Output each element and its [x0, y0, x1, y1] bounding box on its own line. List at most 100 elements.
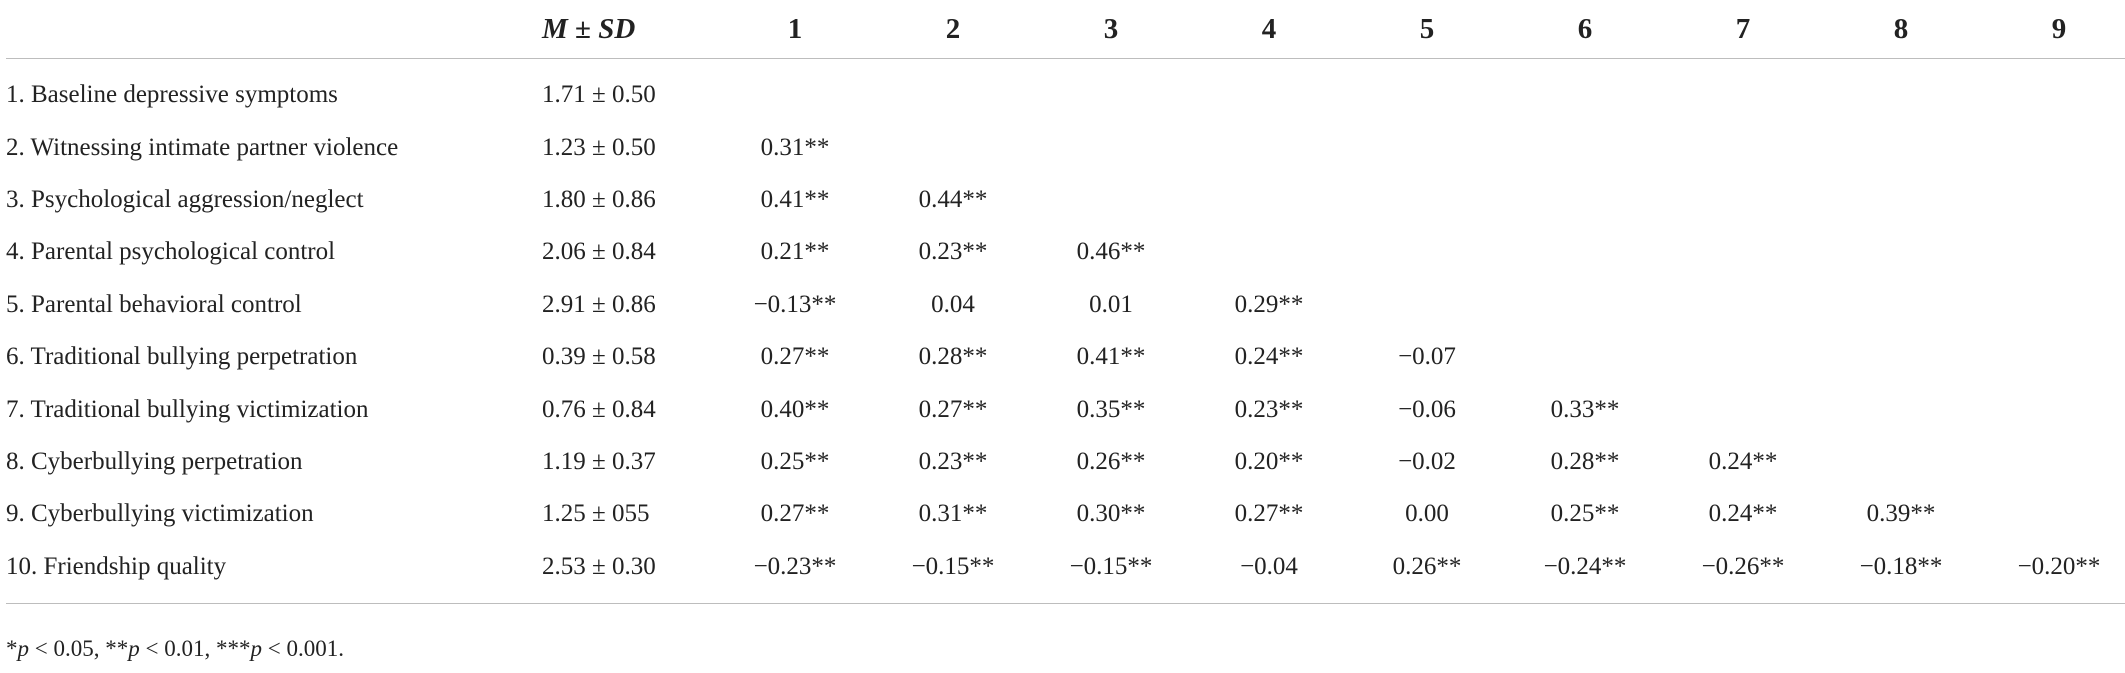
- header-variable: [6, 0, 542, 59]
- correlation-cell: −0.20**: [2017, 552, 2101, 580]
- correlation-cell: −0.18**: [1859, 552, 1943, 580]
- row-variable-label: 10. Friendship quality: [6, 552, 227, 580]
- correlation-cell: [1348, 69, 1506, 121]
- correlation-cell: [1664, 226, 1822, 278]
- header-col-3: 3: [1103, 12, 1119, 45]
- header-col-2: 2: [945, 12, 961, 45]
- correlation-cell: [1980, 383, 2125, 435]
- correlation-cell: 0.46**: [1076, 238, 1146, 266]
- correlation-cell: −0.15**: [1069, 552, 1153, 580]
- correlation-cell: [1506, 279, 1664, 331]
- correlation-cell: [1190, 121, 1348, 173]
- header-col-7: 7: [1735, 12, 1751, 45]
- correlation-cell: 0.44**: [918, 185, 988, 213]
- correlation-cell: [1822, 121, 1980, 173]
- correlation-cell: [1032, 174, 1190, 226]
- row-mean-sd: 2.06 ± 0.84: [542, 238, 656, 266]
- correlation-cell: [1190, 174, 1348, 226]
- correlation-cell: 0.39**: [1866, 500, 1936, 528]
- correlation-table: M ± SD 1 2 3 4 5 6 7 8 9 1. Baseline dep…: [6, 0, 2125, 604]
- correlation-cell: [1348, 174, 1506, 226]
- correlation-cell: 0.24**: [1234, 343, 1304, 371]
- correlation-cell: [1822, 383, 1980, 435]
- correlation-cell: [1032, 69, 1190, 121]
- correlation-cell: −0.23**: [753, 552, 837, 580]
- row-variable-label: 7. Traditional bullying victimization: [6, 395, 369, 423]
- header-col-1: 1: [787, 12, 803, 45]
- correlation-cell: [1822, 436, 1980, 488]
- correlation-cell: 0.33**: [1550, 395, 1620, 423]
- correlation-cell: [874, 121, 1032, 173]
- correlation-cell: 0.24**: [1708, 500, 1778, 528]
- table-row: 4. Parental psychological control 2.06 ± …: [6, 226, 2125, 278]
- correlation-cell: −0.15**: [911, 552, 995, 580]
- correlation-cell: 0.20**: [1234, 447, 1304, 475]
- correlation-cell: [1664, 174, 1822, 226]
- correlation-cell: 0.21**: [760, 238, 830, 266]
- correlation-cell: [1980, 488, 2125, 540]
- row-variable-label: 5. Parental behavioral control: [6, 290, 302, 318]
- correlation-cell: −0.02: [1398, 447, 1456, 475]
- table-row: 2. Witnessing intimate partner violence 1…: [6, 121, 2125, 173]
- correlation-cell: 0.29**: [1234, 290, 1304, 318]
- row-variable-label: 2. Witnessing intimate partner violence: [6, 133, 399, 161]
- row-variable-label: 6. Traditional bullying perpetration: [6, 343, 358, 371]
- table-row: 7. Traditional bullying victimization 0.7…: [6, 383, 2125, 435]
- correlation-cell: [1664, 331, 1822, 383]
- correlation-cell: 0.31**: [918, 500, 988, 528]
- correlation-cell: −0.04: [1240, 552, 1298, 580]
- correlation-cell: [1348, 279, 1506, 331]
- row-variable-label: 9. Cyberbullying victimization: [6, 500, 314, 528]
- correlation-cell: 0.41**: [1076, 343, 1146, 371]
- correlation-cell: −0.06: [1398, 395, 1456, 423]
- header-mean-m: M: [542, 12, 568, 45]
- table-row: 1. Baseline depressive symptoms 1.71 ± 0.…: [6, 69, 2125, 121]
- row-mean-sd: 1.25 ± 055: [542, 500, 650, 528]
- table-body: 1. Baseline depressive symptoms 1.71 ± 0.…: [6, 59, 2125, 604]
- row-mean-sd: 1.19 ± 0.37: [542, 447, 656, 475]
- table-header-row: M ± SD 1 2 3 4 5 6 7 8 9: [6, 0, 2125, 59]
- row-mean-sd: 1.80 ± 0.86: [542, 185, 656, 213]
- correlation-cell: 0.27**: [760, 343, 830, 371]
- row-mean-sd: 2.91 ± 0.86: [542, 290, 656, 318]
- table-row: 9. Cyberbullying victimization 1.25 ± 055…: [6, 488, 2125, 540]
- row-variable-label: 4. Parental psychological control: [6, 238, 336, 266]
- correlation-cell: 0.28**: [1550, 447, 1620, 475]
- correlation-cell: 0.30**: [1076, 500, 1146, 528]
- correlation-cell: [1980, 174, 2125, 226]
- correlation-cell: 0.31**: [760, 133, 830, 161]
- correlation-cell: −0.13**: [753, 290, 837, 318]
- correlation-cell: [1980, 331, 2125, 383]
- correlation-cell: [1664, 121, 1822, 173]
- correlation-cell: 0.35**: [1076, 395, 1146, 423]
- row-mean-sd: 0.39 ± 0.58: [542, 343, 656, 371]
- correlation-cell: 0.23**: [1234, 395, 1304, 423]
- header-col-9: 9: [2051, 12, 2067, 45]
- correlation-cell: [1980, 279, 2125, 331]
- correlation-cell: 0.27**: [918, 395, 988, 423]
- correlation-cell: 0.04: [931, 290, 975, 318]
- row-variable-label: 8. Cyberbullying perpetration: [6, 447, 303, 475]
- table-row: 10. Friendship quality 2.53 ± 0.30 −0.23**…: [6, 541, 2125, 593]
- correlation-cell: [1506, 226, 1664, 278]
- correlation-cell: [1980, 436, 2125, 488]
- correlation-cell: [874, 69, 1032, 121]
- correlation-cell: 0.00: [1405, 500, 1449, 528]
- correlation-cell: [1822, 331, 1980, 383]
- correlation-cell: [1190, 226, 1348, 278]
- correlation-cell: 0.26**: [1076, 447, 1146, 475]
- header-mean-pm: ±: [567, 12, 599, 45]
- correlation-cell: 0.23**: [918, 238, 988, 266]
- correlation-cell: [1664, 279, 1822, 331]
- correlation-cell: 0.24**: [1708, 447, 1778, 475]
- correlation-cell: [1032, 121, 1190, 173]
- header-mean-sd: M ± SD: [542, 0, 716, 59]
- correlation-cell: [1822, 174, 1980, 226]
- correlation-cell: 0.27**: [760, 500, 830, 528]
- correlation-table-container: M ± SD 1 2 3 4 5 6 7 8 9 1. Baseline dep…: [6, 0, 2125, 604]
- correlation-cell: [1980, 69, 2125, 121]
- correlation-cell: −0.24**: [1543, 552, 1627, 580]
- correlation-cell: [1822, 279, 1980, 331]
- correlation-cell: 0.27**: [1234, 500, 1304, 528]
- correlation-cell: [1664, 383, 1822, 435]
